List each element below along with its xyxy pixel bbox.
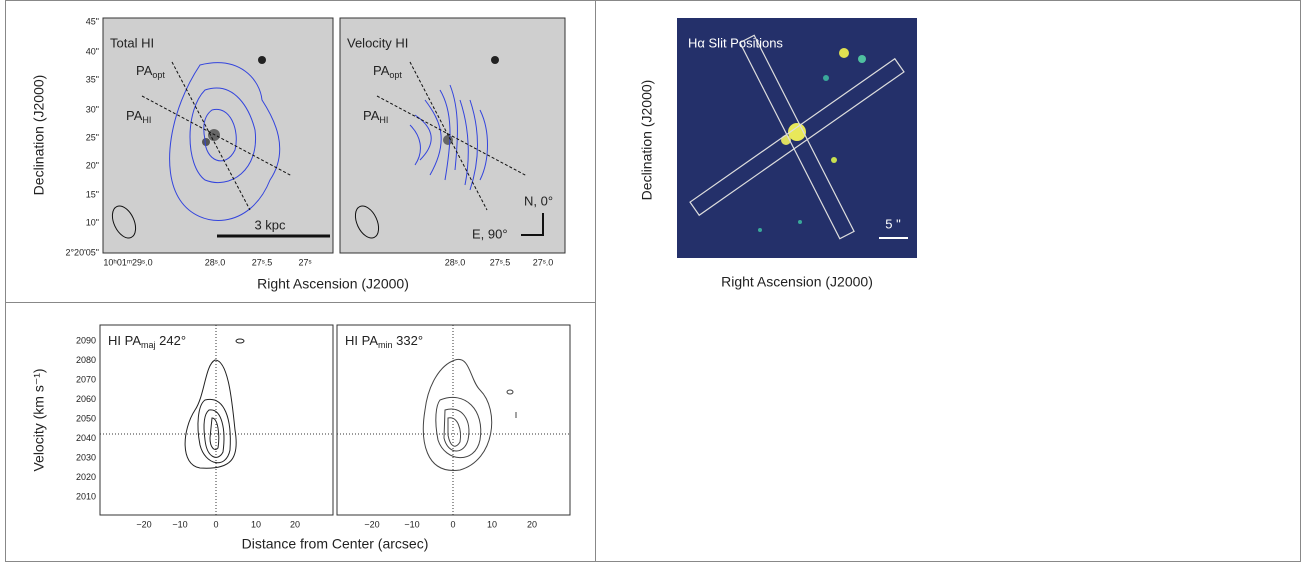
image-title: Hα Slit Positions (688, 35, 783, 50)
x-tick-label: 0 (450, 519, 455, 529)
pa-label: PAHI (363, 108, 388, 125)
pa-label: PAopt (136, 63, 165, 80)
pa-label-main: PA (136, 63, 153, 78)
pa-label-main: PA (126, 108, 143, 123)
panel-title: HI PAmin 332° (345, 333, 423, 350)
axis-label: Distance from Center (arcsec) (242, 536, 429, 552)
scale-label: 3 kpc (254, 217, 286, 232)
panel-title: Velocity HI (347, 35, 408, 50)
x-tick-label: −20 (136, 519, 151, 529)
y-tick-label: 45" (86, 16, 99, 26)
panel-title: HI PAmaj 242° (108, 333, 186, 350)
y-tick-label: 20" (86, 160, 99, 170)
pa-label-main: PA (373, 63, 390, 78)
y-tick-label: 2050 (76, 413, 96, 423)
axis-label: Right Ascension (J2000) (257, 276, 409, 292)
panel-title-sub: min (378, 340, 393, 350)
y-tick-label: 2°20'05" (65, 247, 99, 257)
panel-title-rest: 332° (393, 333, 424, 348)
y-tick-label: 40" (86, 46, 99, 56)
x-tick-label: 27ˢ.5 (490, 257, 511, 267)
panel-title: Total HI (110, 35, 154, 50)
pv-minor (336, 324, 571, 516)
y-tick-label: 2040 (76, 433, 96, 443)
y-tick-label: 25" (86, 132, 99, 142)
pv-major (99, 324, 334, 516)
y-tick-label: 2010 (76, 491, 96, 501)
x-tick-label: 27ˢ.5 (252, 257, 273, 267)
pa-label: PAopt (373, 63, 402, 80)
pa-label-sub: opt (389, 70, 402, 80)
x-tick-label: 10ʰ01ᵐ29ˢ.0 (103, 257, 152, 267)
y-tick-label: 2020 (76, 472, 96, 482)
panel-title-rest: 242° (156, 333, 187, 348)
image-halpha (677, 18, 917, 258)
axis-label: Right Ascension (J2000) (721, 274, 873, 290)
pa-label: PAHI (126, 108, 151, 125)
panel-title-main: HI PA (345, 333, 378, 348)
compass-label: E, 90° (472, 226, 508, 241)
y-tick-label: 2070 (76, 374, 96, 384)
axis-label: Declination (J2000) (639, 80, 655, 201)
scale-label: 5 " (885, 216, 901, 231)
y-tick-label: 2090 (76, 335, 96, 345)
pa-label-sub: HI (142, 115, 151, 125)
x-tick-label: −10 (404, 519, 419, 529)
y-tick-label: 2060 (76, 394, 96, 404)
pa-label-sub: HI (379, 115, 388, 125)
axis-label: Declination (J2000) (31, 75, 47, 196)
x-tick-label: 27ˢ (298, 257, 311, 267)
frame (5, 0, 1301, 562)
panel-title-main: HI PA (108, 333, 141, 348)
panel-title-sub: maj (141, 340, 156, 350)
y-tick-label: 2080 (76, 355, 96, 365)
x-tick-label: −20 (364, 519, 379, 529)
image-total-hi (102, 17, 334, 254)
x-tick-label: 10 (251, 519, 261, 529)
axis-label: Velocity (km s⁻¹) (31, 368, 47, 471)
x-tick-label: 20 (527, 519, 537, 529)
x-tick-label: 20 (290, 519, 300, 529)
y-tick-label: 10" (86, 217, 99, 227)
y-tick-label: 35" (86, 74, 99, 84)
x-tick-label: 0 (213, 519, 218, 529)
x-tick-label: 27ˢ.0 (533, 257, 554, 267)
compass-label: N, 0° (524, 193, 553, 208)
x-tick-label: 10 (487, 519, 497, 529)
x-tick-label: −10 (172, 519, 187, 529)
x-tick-label: 28ˢ.0 (445, 257, 466, 267)
pa-label-main: PA (363, 108, 380, 123)
pa-label-sub: opt (152, 70, 165, 80)
y-tick-label: 2030 (76, 452, 96, 462)
y-tick-label: 30" (86, 104, 99, 114)
image-velocity-hi (339, 17, 566, 254)
x-tick-label: 28ˢ.0 (205, 257, 226, 267)
y-tick-label: 15" (86, 189, 99, 199)
